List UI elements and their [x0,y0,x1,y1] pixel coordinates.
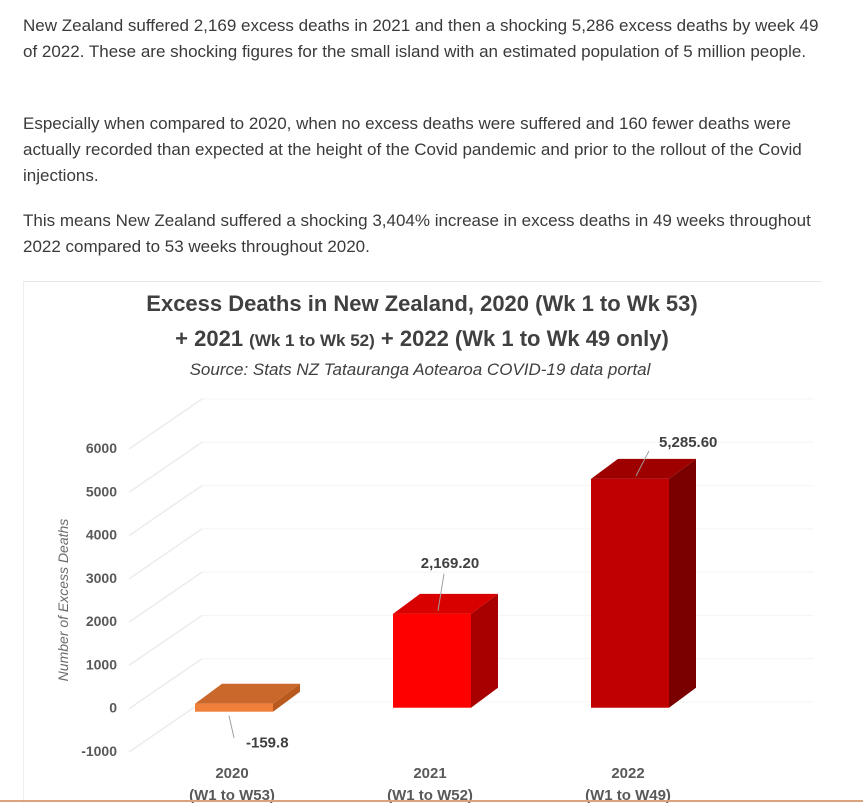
value-label-leader [228,715,235,738]
bar-top [195,683,300,704]
y-tick-label: 4000 [86,527,117,543]
gridline-slant [128,528,203,580]
bar-2022 [591,458,696,708]
bar-top [591,458,696,479]
y-tick-label: 1000 [86,656,117,672]
chart-title-line2-b: (Wk 1 to Wk 52) [249,331,375,350]
gridline-slant [128,441,203,493]
article-paragraph-2: Especially when compared to 2020, when n… [23,114,802,185]
y-tick-label: 6000 [86,440,117,456]
bar-side [273,683,300,712]
y-tick-label: 3000 [86,570,117,586]
x-category-year: 2022 [611,765,644,782]
chart-title-line2-a: + 2021 [175,326,249,351]
y-ticks: 6000 5000 4000 3000 2000 1000 0 -1000 [81,440,117,759]
bar-front [393,613,471,708]
bar-front [591,478,669,708]
article-paragraph-1: New Zealand suffered 2,169 excess deaths… [23,16,819,61]
chart-title-line1: Excess Deaths in New Zealand, 2020 (Wk 1… [146,291,697,316]
value-labels: -159.8 2,169.20 5,285.60 [228,434,717,752]
gridline-slant [128,658,203,710]
bar-front [195,703,273,712]
value-label: 2,169.20 [421,555,479,572]
bottom-rule [0,800,863,802]
bars [195,458,696,712]
gridline-slant [128,614,203,667]
bar-top [393,593,498,614]
gridline-slant [128,571,203,623]
bar-side [471,593,498,708]
y-tick-label: 2000 [86,613,117,629]
gridline-slant [128,701,203,753]
grid [128,398,814,753]
bar-side [669,458,696,708]
article-paragraph-3: This means New Zealand suffered a shocki… [23,211,811,256]
chart-subtitle: Source: Stats NZ Tatauranga Aotearoa COV… [190,360,652,379]
x-category-weeks: (W1 to W53) [189,787,275,803]
y-tick-label: -1000 [81,743,117,759]
bar-2020 [195,683,300,712]
gridline-slant [128,484,203,537]
y-tick-label: 0 [109,700,117,716]
gridline-slant [128,398,203,450]
bar-2021 [393,593,498,708]
chart-title-line2-c: + 2022 (Wk 1 to Wk 49 only) [375,326,669,351]
x-category-year: 2021 [413,765,446,782]
y-tick-label: 5000 [86,483,117,499]
chart-frame: Excess Deaths in New Zealand, 2020 (Wk 1… [23,281,822,804]
value-label-leader [437,573,445,611]
value-label-leader [635,450,650,477]
value-label: 5,285.60 [659,434,717,451]
excess-deaths-chart: Excess Deaths in New Zealand, 2020 (Wk 1… [55,291,814,804]
x-category-year: 2020 [215,765,248,782]
chart-title-line2: + 2021 (Wk 1 to Wk 52) + 2022 (Wk 1 to W… [175,326,669,351]
x-categories: 2020 (W1 to W53) 2021 (W1 to W52) 2022 (W1 to… [189,765,671,804]
y-axis-label: Number of Excess Deaths [55,519,71,682]
x-category-weeks: (W1 to W49) [585,787,671,803]
x-category-weeks: (W1 to W52) [387,787,473,803]
value-label: -159.8 [246,735,289,752]
